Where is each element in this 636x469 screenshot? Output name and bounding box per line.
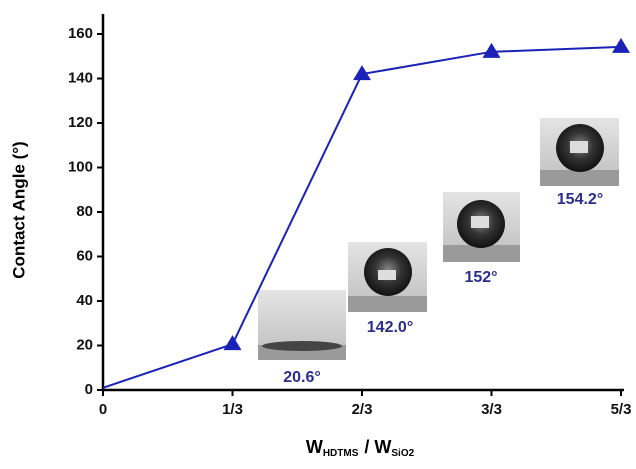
x-label-sub: HDTMS xyxy=(323,448,359,459)
value-label: 20.6° xyxy=(283,369,321,386)
y-tick-label: 140 xyxy=(68,69,93,86)
x-tick-label: 5/3 xyxy=(611,401,632,418)
droplet-images xyxy=(258,118,619,360)
x-label-part: W xyxy=(306,437,323,457)
marker xyxy=(224,335,242,350)
chart: Contact Angle (°) WHDTMS / WSiO2 0 20 40 60 8… xyxy=(0,0,636,469)
y-tick-label: 160 xyxy=(68,25,93,42)
y-tick-label: 40 xyxy=(76,292,93,309)
x-label-sub: SiO2 xyxy=(391,448,414,459)
y-tick-label: 60 xyxy=(76,247,93,264)
y-tick-label: 100 xyxy=(68,158,93,175)
y-tick-label: 120 xyxy=(68,114,93,131)
x-axis-label: WHDTMS / WSiO2 xyxy=(306,437,415,459)
value-label: 142.0° xyxy=(367,319,413,336)
marker xyxy=(612,38,630,53)
y-tick-label: 80 xyxy=(76,203,93,220)
x-tick-label: 1/3 xyxy=(222,401,243,418)
value-label: 152° xyxy=(464,269,497,286)
x-label-part: / W xyxy=(364,437,391,457)
y-axis-label: Contact Angle (°) xyxy=(9,141,28,278)
x-tick-label: 3/3 xyxy=(481,401,502,418)
x-tick-label: 0 xyxy=(99,401,107,418)
marker xyxy=(483,43,501,58)
y-tick-label: 20 xyxy=(76,336,93,353)
y-tick-label: 0 xyxy=(85,381,93,398)
line xyxy=(103,47,621,388)
x-tick-label: 2/3 xyxy=(352,401,373,418)
value-label: 154.2° xyxy=(557,191,603,208)
